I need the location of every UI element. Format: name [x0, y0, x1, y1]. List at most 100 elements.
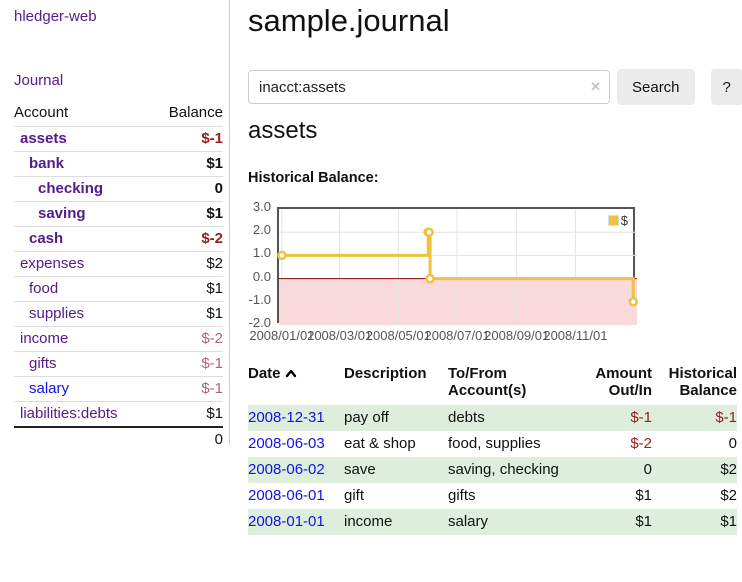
account-balance: $-2	[151, 326, 223, 352]
transaction-date-link[interactable]: 2008-06-03	[248, 435, 325, 452]
transaction-accounts: food, supplies	[448, 435, 541, 452]
sort-ascending-icon	[285, 365, 297, 382]
register-row: 2008-06-03 eat & shop food, supplies $-2…	[248, 431, 737, 457]
x-tick-label: 2008/01/01	[249, 328, 315, 343]
app-brand-link[interactable]: hledger-web	[14, 8, 97, 25]
account-row: assets $-1	[14, 126, 223, 152]
transaction-date-link[interactable]: 2008-01-01	[248, 513, 325, 530]
search-button[interactable]: Search	[617, 69, 695, 105]
x-tick-label: 2008/05/01	[365, 328, 431, 343]
account-link-assets[interactable]: assets	[20, 130, 67, 147]
account-row: income $-2	[14, 326, 223, 352]
account-balance: $-2	[151, 226, 223, 252]
account-row: expenses $2	[14, 251, 223, 277]
account-row: bank $1	[14, 151, 223, 177]
transaction-description: gift	[344, 487, 365, 504]
account-link-saving[interactable]: saving	[38, 205, 86, 222]
transaction-amount: $-2	[630, 435, 652, 452]
transaction-balance: 0	[728, 435, 737, 452]
account-link-checking[interactable]: checking	[38, 180, 104, 197]
transaction-accounts: salary	[448, 513, 489, 530]
accounts-col-account: Account	[14, 104, 69, 121]
account-balance: 0	[151, 176, 223, 202]
account-row: cash $-2	[14, 226, 223, 252]
balance-chart-svg	[277, 209, 638, 325]
account-link-cash[interactable]: cash	[29, 230, 64, 247]
help-button[interactable]: ?	[710, 69, 742, 105]
accounts-header-row: Account Balance	[14, 100, 223, 127]
register-row: 2008-12-31 pay off debts $-1 $-1	[248, 405, 737, 431]
transaction-amount: $1	[635, 487, 652, 504]
x-tick-label: 2008/03/01	[307, 328, 373, 343]
register-header-row: Date Description To/From Account(s) Amou…	[248, 363, 737, 405]
chart-heading: Historical Balance:	[248, 170, 379, 186]
register-row: 2008-06-01 gift gifts $1 $2	[248, 483, 737, 509]
account-link-salary[interactable]: salary	[29, 380, 70, 397]
transaction-balance: $1	[720, 513, 737, 530]
account-link-bank[interactable]: bank	[29, 155, 65, 172]
register-col-description: Description	[344, 365, 427, 382]
transaction-date-link[interactable]: 2008-06-02	[248, 461, 325, 478]
page-title: sample.journal	[248, 3, 450, 38]
transaction-accounts: debts	[448, 409, 485, 426]
sidebar-item-journal[interactable]: Journal	[14, 72, 64, 89]
account-balance: $1	[151, 301, 223, 327]
accounts-table: Account Balance assets $-1 bank $1 check…	[14, 100, 223, 452]
clear-search-icon[interactable]: ✕	[590, 79, 601, 94]
account-row: food $1	[14, 276, 223, 302]
transaction-description: save	[344, 461, 376, 478]
account-balance: $-1	[151, 351, 223, 377]
y-tick-label: -1.0	[248, 291, 271, 307]
transaction-balance: $2	[720, 461, 737, 478]
account-link-liabilities-debts[interactable]: liabilities:debts	[20, 405, 118, 422]
register-row: 2008-01-01 income salary $1 $1	[248, 509, 737, 535]
account-row: liabilities:debts $1	[14, 401, 223, 427]
transaction-accounts: saving, checking	[448, 461, 559, 478]
account-heading: assets	[248, 117, 318, 144]
transaction-description: eat & shop	[344, 435, 416, 452]
y-tick-label: -2.0	[248, 315, 271, 330]
accounts-col-balance: Balance	[168, 104, 223, 121]
legend-swatch-icon	[607, 215, 619, 226]
search-form: ✕ Search ?	[248, 69, 742, 105]
transaction-amount: $-1	[630, 409, 652, 426]
y-tick-label: 0.0	[252, 268, 271, 284]
transaction-date-link[interactable]: 2008-06-01	[248, 487, 325, 504]
account-balance: $1	[151, 401, 223, 427]
transaction-amount: $1	[635, 513, 652, 530]
sidebar: hledger-web Journal Account Balance asse…	[0, 0, 230, 452]
main-content: sample.journal ✕ Search ? assets Histori…	[231, 0, 742, 582]
account-link-income[interactable]: income	[20, 330, 69, 347]
y-tick-label: 1.0	[252, 245, 271, 261]
chart-legend: $	[605, 212, 630, 229]
account-link-gifts[interactable]: gifts	[29, 355, 57, 372]
account-row: checking 0	[14, 176, 223, 202]
search-box: ✕	[248, 70, 610, 104]
account-row: salary $-1	[14, 376, 223, 402]
transaction-description: income	[344, 513, 393, 530]
register-col-amount: Amount Out/In	[595, 365, 652, 399]
transaction-amount: 0	[643, 461, 652, 478]
historical-balance-chart: 3.0 2.0 1.0 0.0 -1.0 -2.0 $ 2008/01/01 2008/03…	[231, 196, 742, 348]
accounts-total-balance: 0	[151, 426, 223, 452]
search-input[interactable]	[248, 70, 610, 104]
register-table: Date Description To/From Account(s) Amou…	[248, 363, 737, 535]
account-link-food[interactable]: food	[29, 280, 59, 297]
transaction-balance: $2	[720, 487, 737, 504]
account-balance: $1	[151, 201, 223, 227]
transaction-date-link[interactable]: 2008-12-31	[248, 409, 325, 426]
legend-label: $	[620, 213, 628, 228]
account-balance: $2	[151, 251, 223, 277]
register-col-date[interactable]: Date	[248, 363, 344, 405]
y-tick-label: 3.0	[252, 199, 271, 214]
account-link-supplies[interactable]: supplies	[29, 305, 85, 322]
register-row: 2008-06-02 save saving, checking 0 $2	[248, 457, 737, 483]
transaction-accounts: gifts	[448, 487, 476, 504]
account-link-expenses[interactable]: expenses	[20, 255, 85, 272]
account-row: saving $1	[14, 201, 223, 227]
account-balance: $1	[151, 151, 223, 177]
chart-plot[interactable]: $	[277, 207, 638, 325]
account-row: supplies $1	[14, 301, 223, 327]
transaction-balance: $-1	[715, 409, 737, 426]
